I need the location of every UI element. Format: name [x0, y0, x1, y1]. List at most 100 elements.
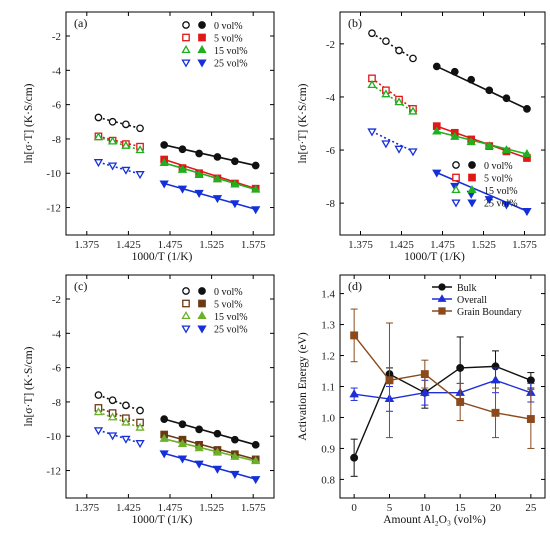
legend-marker-filled	[197, 325, 207, 334]
y-axis-label: ln[σ·T] (K·S/cm)	[23, 83, 35, 163]
data-point	[107, 136, 118, 145]
legend-marker-open	[181, 325, 191, 334]
y-tick-label: -8	[52, 397, 62, 409]
x-tick-label: 1.525	[199, 502, 224, 514]
x-tick-label: 20	[490, 502, 502, 514]
data-point	[195, 149, 203, 158]
data-point	[93, 159, 104, 168]
data-point	[230, 179, 240, 188]
data-point	[135, 440, 145, 449]
x-tick-label: 15	[455, 502, 467, 514]
data-point	[385, 376, 394, 385]
data-point	[213, 153, 222, 161]
data-point	[368, 29, 376, 38]
legend-marker-filled	[468, 161, 476, 169]
panel-label: (d)	[348, 279, 362, 293]
legend: 0 vol% 5 vol%15 vol% 25 vol%	[181, 287, 248, 336]
y-axis-label: Activation Energy (eV)	[297, 332, 309, 441]
legend-label: Overall	[457, 295, 487, 306]
legend-label: 15 vol%	[214, 312, 248, 323]
series-grain	[350, 308, 535, 449]
fit-line-high	[163, 158, 256, 190]
data-point	[93, 407, 104, 416]
x-tick-label: 1.375	[74, 239, 99, 251]
data-point	[251, 476, 261, 485]
data-point	[108, 117, 117, 126]
y-tick-label: 1.1	[321, 382, 335, 394]
data-point	[491, 408, 500, 417]
legend-marker-open	[182, 299, 190, 308]
y-tick-label: 0.9	[321, 443, 335, 455]
x-tick-label: 1.425	[116, 239, 141, 251]
data-point	[230, 470, 240, 479]
data-point	[432, 126, 442, 135]
data-point	[420, 370, 429, 379]
data-point	[350, 453, 359, 462]
data-point	[251, 456, 261, 465]
legend-label: 0 vol%	[214, 287, 243, 298]
x-axis-label: Amount Al₂O₃ (vol%)	[383, 514, 486, 526]
data-point	[395, 46, 403, 55]
data-point	[212, 195, 223, 204]
y-tick-label: -8	[52, 134, 62, 146]
data-point	[107, 412, 118, 421]
legend-marker-open	[182, 287, 190, 295]
y-tick-label: 1.3	[321, 320, 335, 332]
x-tick-label: 1.475	[430, 239, 455, 251]
x-axis-label: 1000/T (1/K)	[132, 251, 193, 263]
data-point	[501, 201, 512, 210]
data-point	[467, 75, 476, 84]
x-tick-label: 1.575	[241, 502, 266, 514]
data-point	[121, 417, 131, 426]
data-point	[135, 422, 145, 431]
data-point	[122, 120, 130, 129]
legend-marker-filled	[467, 199, 477, 208]
data-point	[121, 435, 131, 444]
fit-line-low	[98, 161, 141, 175]
data-point	[93, 427, 104, 436]
data-point	[194, 189, 204, 198]
fit-line-low	[98, 116, 141, 130]
data-point	[522, 149, 532, 158]
legend-marker-filled	[468, 173, 476, 182]
legend-marker-open	[181, 59, 191, 68]
data-point	[230, 200, 240, 209]
fit-line-high	[436, 65, 528, 110]
data-point	[177, 455, 188, 464]
data-point	[501, 145, 512, 154]
series-25-vol	[367, 128, 532, 217]
legend-marker-filled	[198, 299, 206, 308]
data-point	[367, 128, 377, 137]
series-bulk	[350, 336, 535, 477]
legend-marker-open	[181, 311, 191, 320]
y-tick-label: 1.0	[321, 412, 335, 424]
data-point	[408, 148, 418, 157]
series-0-vol	[94, 113, 260, 170]
panel-label: (a)	[74, 16, 87, 30]
x-axis-label: 1000/T (1/K)	[404, 251, 465, 263]
y-tick-label: 1.2	[321, 351, 335, 363]
y-tick-label: -6	[52, 100, 62, 112]
data-point	[432, 62, 441, 71]
data-point	[484, 196, 494, 205]
data-point	[136, 124, 144, 133]
data-point	[251, 440, 260, 449]
x-tick-label: 1.425	[389, 239, 414, 251]
series-15-vol	[93, 407, 261, 465]
data-point	[466, 137, 476, 146]
fit-line-low	[98, 136, 141, 151]
fit-line-high	[436, 171, 528, 212]
data-point	[394, 145, 404, 154]
legend-marker-filled	[197, 59, 207, 68]
series-line	[353, 334, 531, 420]
data-point	[409, 54, 417, 63]
legend-label: 25 vol%	[214, 325, 248, 336]
y-tick-label: 1.4	[321, 289, 335, 301]
legend-marker-open	[451, 185, 461, 194]
data-point	[159, 157, 169, 167]
data-point	[159, 450, 169, 459]
x-tick-label: 25	[525, 502, 537, 514]
legend-label: 25 vol%	[214, 59, 248, 70]
x-tick-label: 1.425	[116, 502, 141, 514]
series-overall	[349, 367, 536, 412]
